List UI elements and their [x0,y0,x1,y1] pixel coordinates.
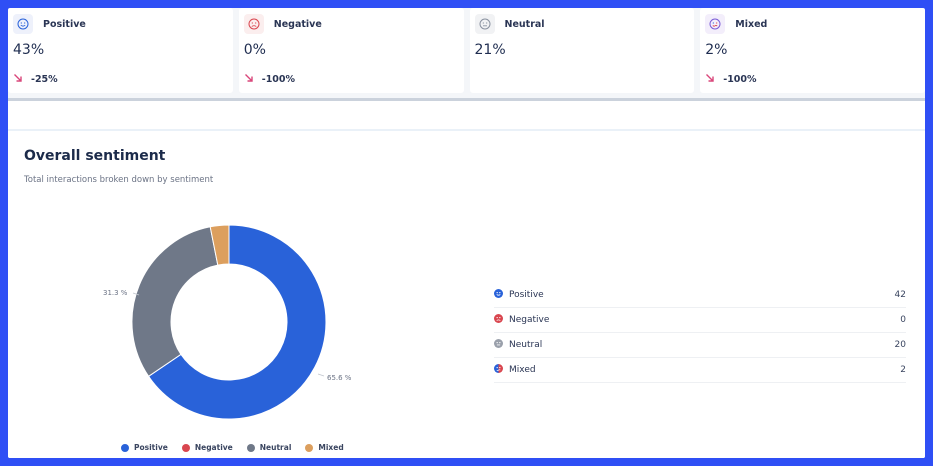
card-value: 43% [13,42,45,58]
neutral-face-icon [474,14,495,34]
card-value: 21% [474,42,506,58]
neutral-dot-icon [246,443,255,452]
card-positive[interactable]: Positive 43% -25% [8,8,233,93]
card-trend: -25% [13,73,58,86]
card-title: Positive [43,19,86,30]
section-divider-light [8,129,925,131]
negative-dot-icon [181,443,190,452]
arrow-down-right-icon [705,73,715,86]
label-connectors [132,292,325,377]
positive-dot-icon [121,443,129,452]
row-label: Neutral [509,340,543,350]
card-title: Neutral [504,19,545,30]
table-row: Neutral 20 [494,333,906,358]
card-title: Mixed [735,19,768,30]
legend-label: Negative [194,443,233,452]
overall-sentiment-panel: Overall sentiment Total interactions bro… [8,131,925,458]
section-divider [8,98,925,101]
slice-mixed[interactable] [209,225,230,266]
arrow-down-right-icon [244,73,254,86]
card-mixed[interactable]: Mixed 2% -100% [700,8,925,93]
mixed-face-icon [705,14,726,34]
legend-item-neutral[interactable]: Neutral [246,443,292,452]
table-row: Mixed 2 [494,358,906,383]
sentiment-cards: Positive 43% -25% Negative 0% -100% [8,8,925,95]
mixed-face-icon [494,364,503,376]
row-count: 0 [900,315,906,325]
card-value: 2% [705,42,728,58]
sentiment-donut-chart[interactable] [132,225,326,419]
slice-neutral[interactable] [132,226,219,377]
smile-icon [13,14,33,34]
legend-label: Mixed [318,443,344,452]
frown-icon [494,314,503,326]
card-trend: -100% [244,73,295,86]
dashboard-frame: Positive 43% -25% Negative 0% -100% [8,8,925,458]
neutral-face-icon [494,339,503,351]
card-title: Negative [273,19,322,30]
legend-label: Neutral [259,443,292,452]
trend-value: -25% [31,74,58,85]
card-neutral[interactable]: Neutral 21% [469,8,695,93]
row-count: 2 [900,365,906,375]
positive-percent-label: 65.6 % [327,374,352,382]
smile-icon [494,289,503,301]
card-value: 0% [243,42,266,58]
chart-legend: Positive Negative Neutral Mixed [121,443,344,452]
sentiment-count-table: Positive 42 Negative 0 Neutral 20 [494,283,906,383]
trend-value: -100% [723,74,757,85]
legend-item-positive[interactable]: Positive [121,443,168,452]
row-count: 20 [894,340,906,350]
legend-item-negative[interactable]: Negative [181,443,233,452]
panel-title: Overall sentiment [24,148,166,164]
row-count: 42 [894,290,906,300]
panel-subtitle: Total interactions broken down by sentim… [24,175,214,185]
legend-label: Positive [134,443,168,452]
row-label: Mixed [509,365,536,375]
row-label: Positive [509,290,544,300]
card-negative[interactable]: Negative 0% -100% [238,8,464,93]
table-row: Positive 42 [494,283,906,308]
row-label: Negative [509,315,550,325]
slice-positive[interactable] [147,225,326,419]
trend-value: -100% [261,74,296,85]
legend-item-mixed[interactable]: Mixed [305,443,344,452]
frown-icon [243,14,264,34]
table-row: Negative 0 [494,308,906,333]
mixed-dot-icon [305,443,314,452]
arrow-down-right-icon [13,73,23,86]
spacer-band [8,101,925,129]
card-trend: -100% [705,73,757,86]
neutral-percent-label: 31.3 % [103,289,128,297]
